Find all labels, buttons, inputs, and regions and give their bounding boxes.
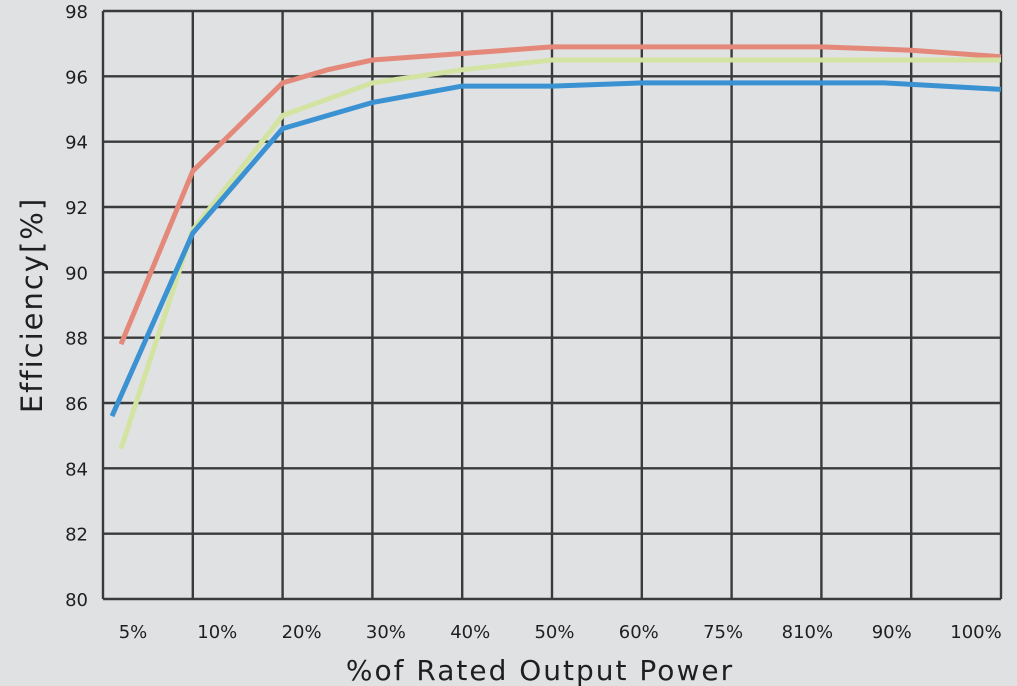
y-tick-label: 90 (65, 263, 88, 284)
x-axis-title: %of Rated Output Power (346, 654, 734, 686)
y-tick-label: 80 (65, 590, 88, 611)
y-tick-label: 88 (65, 329, 88, 350)
series-line-3 (109, 80, 1002, 418)
x-tick-label: 40% (450, 622, 490, 643)
y-tick-label: 92 (65, 198, 88, 219)
x-tick-label: 60% (619, 622, 659, 643)
y-tick-label: 84 (65, 459, 88, 480)
x-tick-label: 100% (950, 622, 1001, 643)
x-tick-label: 90% (872, 622, 912, 643)
y-tick-label: 98 (65, 2, 88, 23)
y-tick-labels: 80 82 84 86 88 90 92 94 96 98 (65, 2, 88, 611)
y-tick-label: 82 (65, 525, 88, 546)
data-series (109, 44, 1002, 450)
x-tick-label: 810% (782, 622, 833, 643)
grid-lines (101, 9, 1003, 601)
x-tick-label: 10% (197, 622, 237, 643)
x-tick-label: 75% (703, 622, 743, 643)
series-line-1 (118, 44, 1002, 346)
y-tick-label: 86 (65, 394, 88, 415)
x-tick-label: 50% (534, 622, 574, 643)
x-tick-label: 30% (366, 622, 406, 643)
series-line-2 (118, 57, 1001, 450)
x-tick-label: 5% (119, 622, 148, 643)
x-tick-label: 20% (282, 622, 322, 643)
y-axis-title: Efficiency[%] (15, 197, 49, 413)
y-tick-label: 94 (65, 133, 88, 154)
x-tick-labels: 5% 10% 20% 30% 40% 50% 60% 75% 810% 90% 100% (119, 622, 1002, 643)
y-tick-label: 96 (65, 67, 88, 88)
